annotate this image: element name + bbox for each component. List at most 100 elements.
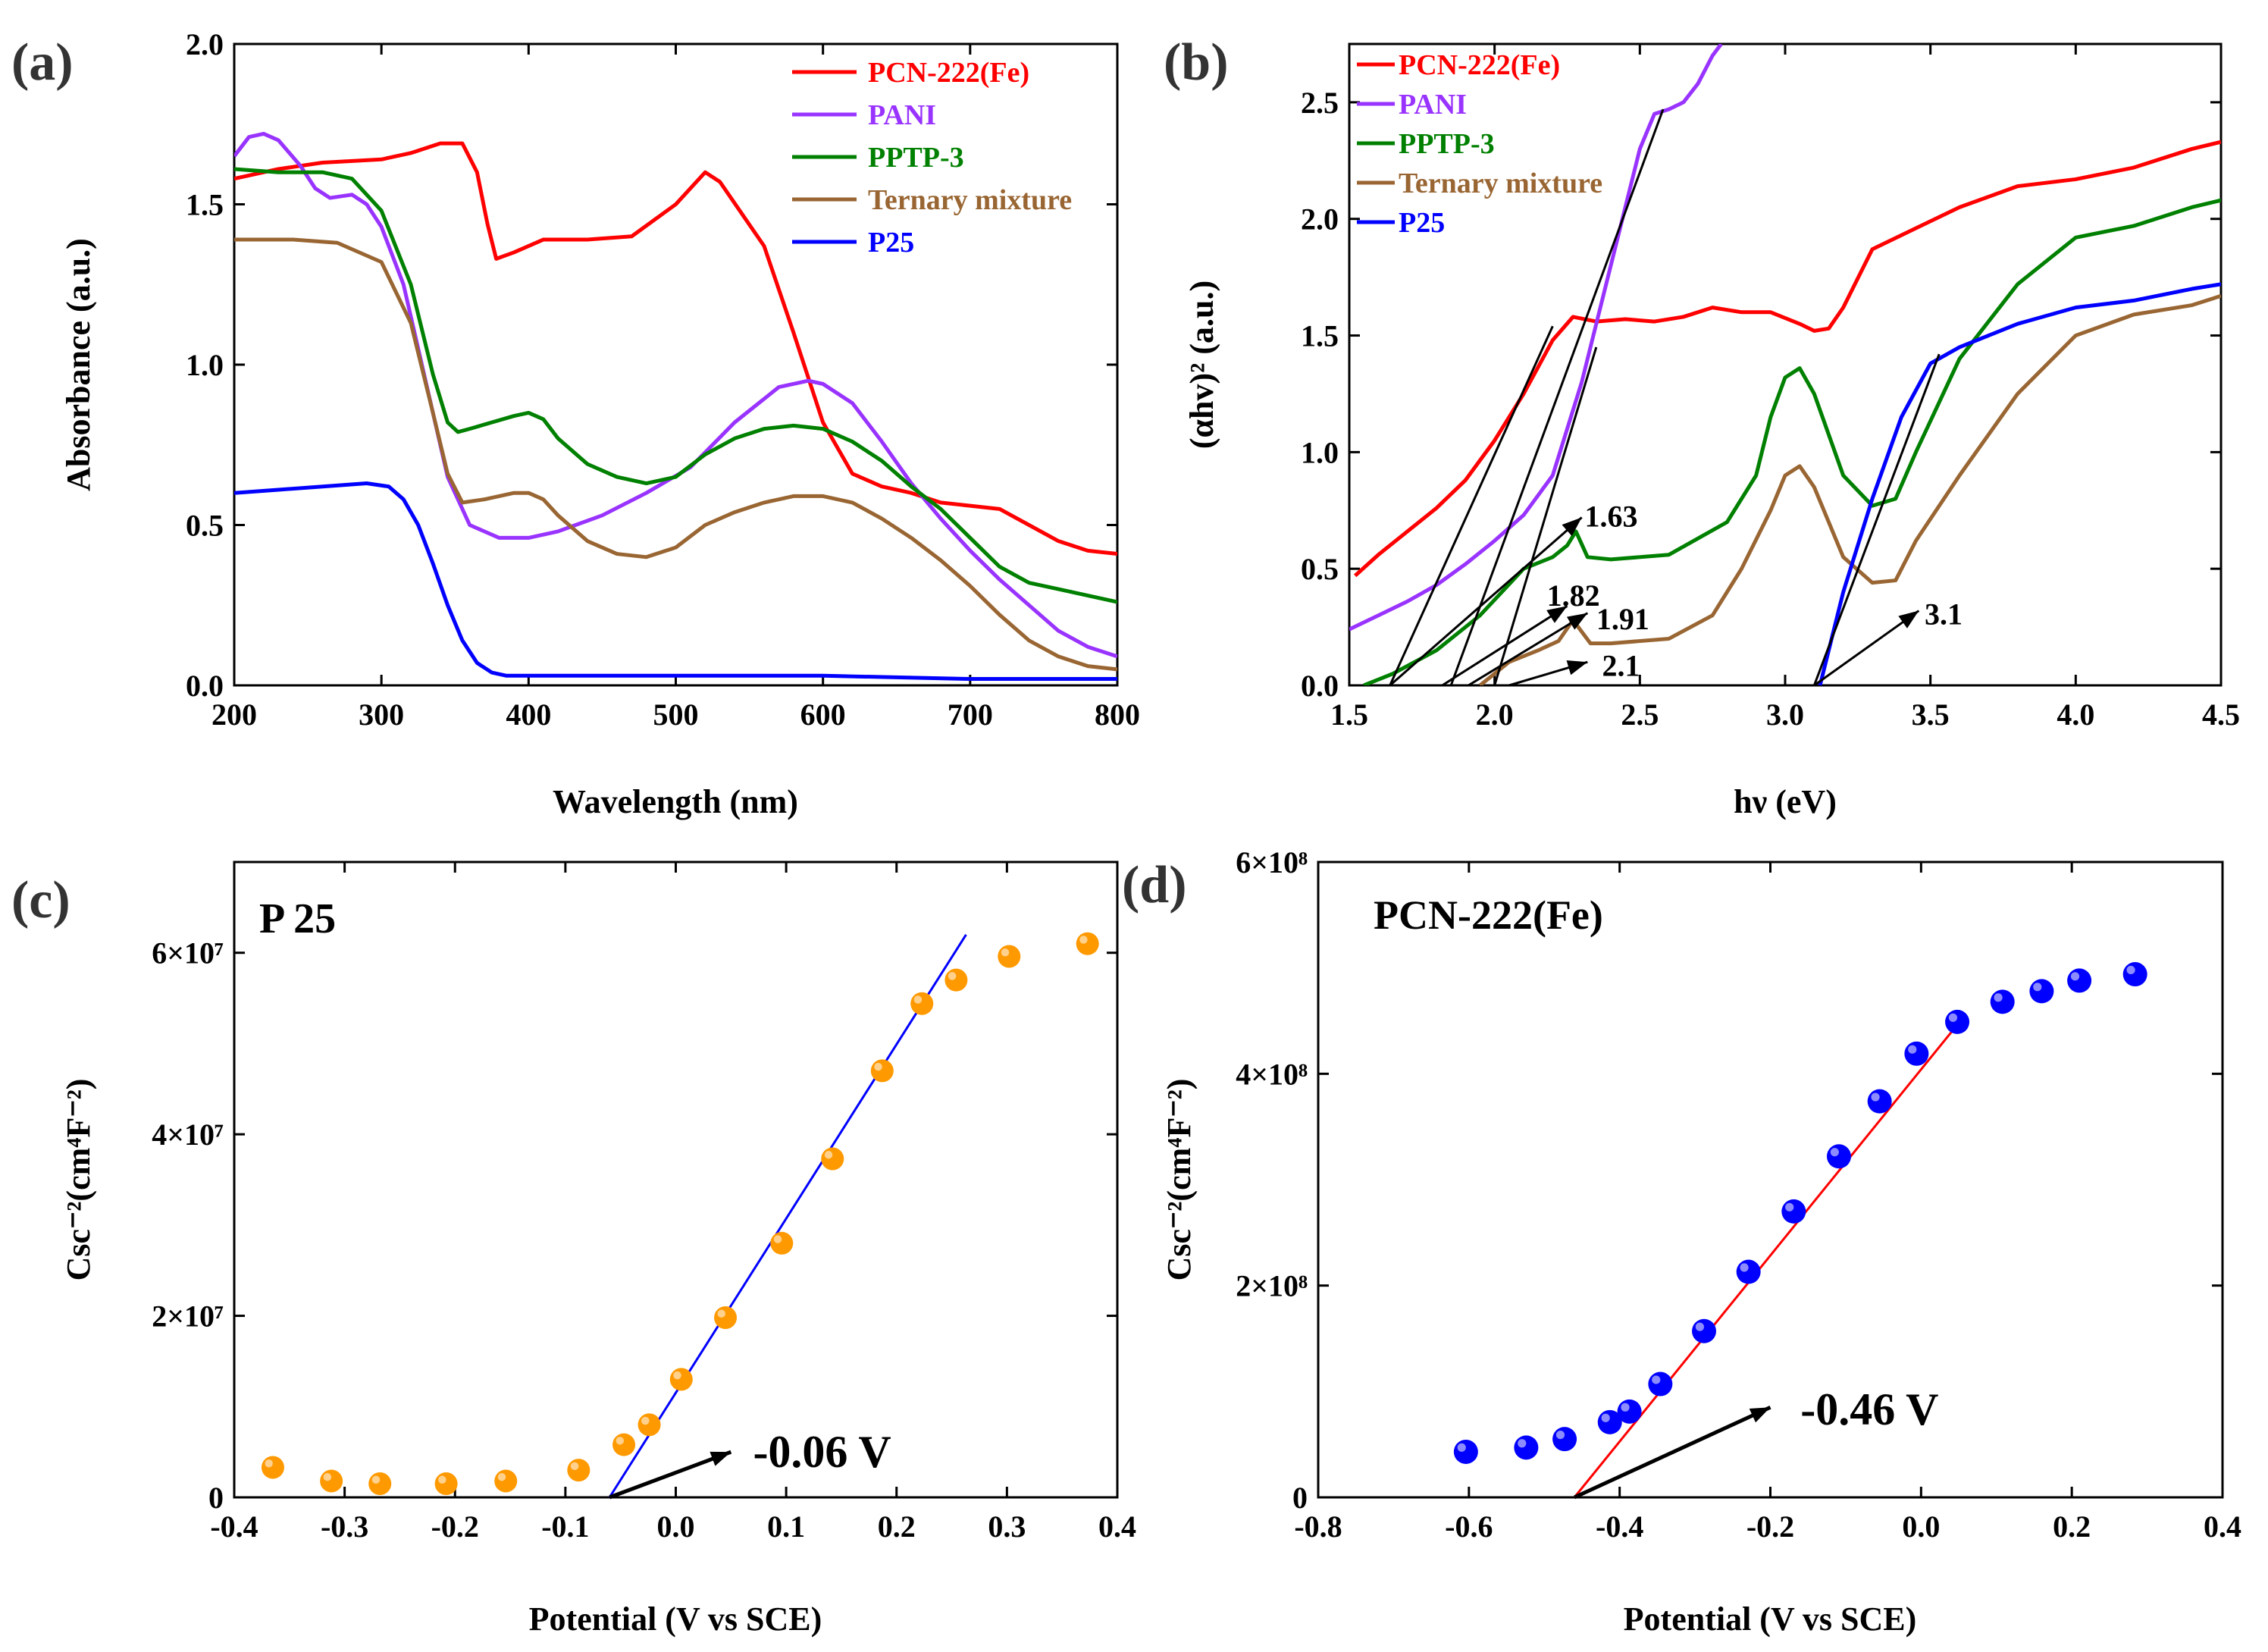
panel-c-data-point: [637, 1413, 661, 1437]
panel-b-legend-label: PPTP-3: [1399, 128, 1495, 160]
panel-c-xtick-label: 0.4: [1098, 1509, 1136, 1544]
panel-d-xtick-label: 0.4: [2204, 1509, 2241, 1544]
panel-c-data-point: [494, 1469, 518, 1493]
panel-b-series-line: [1353, 139, 2221, 578]
panel-c-frame: [233, 860, 1119, 1499]
panel-c-data-point-highlight: [371, 1475, 381, 1484]
panel-c-data-point-highlight: [570, 1462, 579, 1471]
panel-d-data-point-highlight: [1518, 1439, 1527, 1448]
panel-b-annotation-label: 1.63: [1585, 500, 1638, 534]
panel-d-data-point-highlight: [1908, 1045, 1917, 1054]
panel-a-ytick-label: 0.0: [186, 669, 224, 703]
panel-b-tangent-line: [1389, 325, 1554, 685]
panel-d-plot: -0.8 -0.6 -0.4 -0.2 0.0 0.2 0.4 0 2×10⁸ 4×10⁸ 6×10…: [1236, 845, 2241, 1544]
panel-b-annotation-label: 2.1: [1602, 648, 1640, 682]
panel-c-fit-line: [608, 933, 967, 1498]
panel-d-data-point-highlight: [1652, 1375, 1661, 1384]
panel-a-ytick-label: 1.0: [186, 348, 224, 382]
panel-d-data-point: [2067, 968, 2092, 993]
panel-c-data-point-highlight: [497, 1472, 506, 1481]
panel-a-xtick-label: 400: [506, 697, 551, 732]
panel-c-xtick-label: 0.3: [988, 1509, 1026, 1544]
panel-d-xtick-label: -0.6: [1445, 1509, 1493, 1544]
panel-c-data-point-highlight: [641, 1416, 650, 1425]
panel-a-ytick-label: 2.0: [186, 27, 224, 61]
panel-c-ytick-label: 0: [208, 1481, 224, 1515]
panel-c-data-point-highlight: [673, 1371, 681, 1380]
panel-b-arrow-head: [1566, 660, 1588, 676]
panel-b-xtick-label: 4.0: [2057, 697, 2094, 732]
panel-d-data-point: [1945, 1009, 1970, 1034]
panel-d-data-point-highlight: [1740, 1263, 1749, 1272]
panel-d-arrow-head: [1749, 1407, 1771, 1423]
panel-c-arrow-head: [710, 1451, 731, 1466]
panel-d-ytick-label: 4×10⁸: [1236, 1057, 1308, 1091]
panel-b-ytick-label: 2.0: [1301, 202, 1339, 237]
panel-c-data-point: [870, 1059, 894, 1083]
panel-c-xtick-label: 0.0: [657, 1509, 695, 1544]
panel-a-xtick-label: 700: [948, 697, 993, 732]
panel-b-tangent-line: [1493, 346, 1598, 685]
panel-d-data-point: [1736, 1259, 1761, 1284]
panel-d-annotation-label: -0.46 V: [1800, 1384, 1938, 1434]
panel-b-arrow-head: [1898, 610, 1919, 629]
panel-b-annotation-label: 3.1: [1925, 597, 1963, 632]
panel-d-xtick-label: -0.2: [1746, 1509, 1794, 1544]
panel-d-data-point: [1648, 1371, 1673, 1397]
panel-c-ytick-label: 6×10⁷: [152, 936, 224, 970]
panel-d-data-point: [1453, 1439, 1478, 1464]
panel-b-series-line: [1478, 293, 2221, 685]
panel-c-xtick-label: 0.2: [878, 1509, 916, 1544]
panel-c-xlabel: Potential (V vs SCE): [529, 1600, 822, 1638]
panel-d-data-point-highlight: [1601, 1413, 1610, 1422]
panel-c-plot: -0.4 -0.3 -0.2 -0.1 0.0 0.1 0.2 0.3 0.4 0 2×10⁷ 4×1…: [152, 862, 1136, 1544]
panel-c-xtick-label: -0.3: [321, 1509, 368, 1544]
panel-d-ytick-label: 6×10⁸: [1236, 845, 1308, 879]
panel-c-data-point: [612, 1433, 636, 1456]
panel-d-data-point: [1552, 1427, 1577, 1452]
panel-d-data-point: [1514, 1435, 1539, 1460]
panel-d-ytick-label: 2×10⁸: [1236, 1269, 1308, 1303]
panel-c-letter: (c): [11, 871, 70, 929]
panel-c-data-point: [714, 1306, 738, 1329]
panel-a-frame: [233, 42, 1119, 687]
panel-a-legend-label: PCN-222(Fe): [868, 57, 1029, 89]
panel-d-ytick-label: 0: [1292, 1481, 1308, 1515]
panel-c-data-point-highlight: [438, 1475, 446, 1484]
panel-b-arrow-head: [1546, 606, 1568, 623]
panel-c-data-point: [821, 1147, 844, 1171]
panel-a-legend-label: PANI: [868, 99, 936, 131]
panel-d-sample-label: PCN-222(Fe): [1374, 892, 1603, 938]
panel-d-data-point: [2029, 979, 2054, 1004]
panel-c-ytick-label: 2×10⁷: [152, 1299, 224, 1334]
panel-b-series-line: [1363, 198, 2221, 685]
panel-c-data-point: [434, 1472, 458, 1496]
panel-c-data-point-highlight: [1079, 936, 1088, 944]
panel-b-series-line: [1349, 44, 1723, 632]
panel-c-sample-label: P 25: [259, 895, 336, 942]
panel-b-ytick-label: 2.5: [1301, 86, 1339, 120]
panel-c-xtick-label: -0.2: [431, 1509, 479, 1544]
panel-a-ytick-label: 1.5: [186, 188, 224, 222]
panel-d-data-point: [1617, 1399, 1642, 1424]
panel-b-ytick-label: 1.5: [1301, 319, 1339, 353]
panel-d-data-point-highlight: [1830, 1148, 1839, 1157]
panel-b-legend-label: PCN-222(Fe): [1399, 49, 1560, 81]
panel-b-annotation-label: 1.91: [1596, 602, 1649, 636]
panel-c-data-point-highlight: [1001, 948, 1010, 957]
panel-c-data-point-highlight: [874, 1062, 882, 1071]
panel-c-data-point: [669, 1368, 693, 1391]
panel-d-data-point: [1867, 1089, 1892, 1114]
panel-d-data-point-highlight: [2070, 972, 2080, 981]
panel-a-series-line: [234, 237, 1117, 672]
panel-b-xtick-label: 3.5: [1912, 697, 1950, 732]
panel-d-data-point-highlight: [1994, 993, 2003, 1002]
panel-a-ytick-label: 0.5: [186, 509, 224, 543]
panel-a-legend-label: P25: [868, 227, 914, 259]
panel-a-ylabel: Absorbance (a.u.): [60, 238, 97, 491]
panel-c-data-point-highlight: [773, 1235, 782, 1243]
panel-b-arrow-line: [1389, 516, 1583, 687]
panel-b-xtick-label: 4.5: [2202, 697, 2240, 732]
panel-c-data-point: [944, 968, 968, 992]
panel-d-data-point: [1692, 1318, 1717, 1343]
